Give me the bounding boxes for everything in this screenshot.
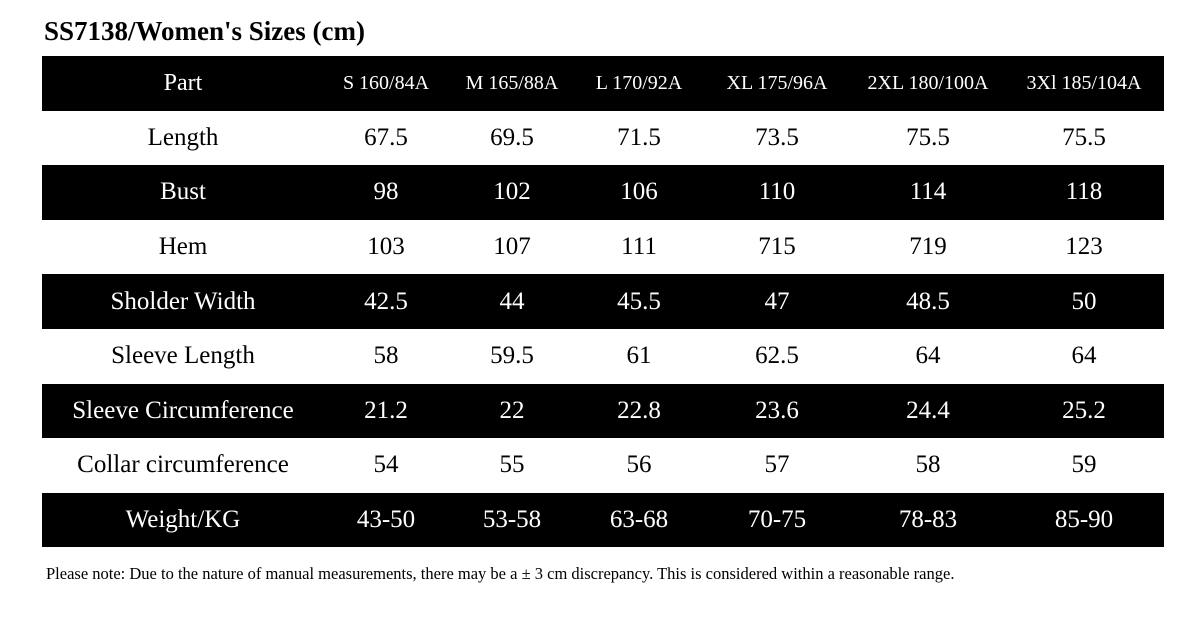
table-cell: 73.5 [702, 110, 852, 166]
table-cell: 61 [576, 328, 702, 384]
column-header-size: M 165/88A [448, 56, 576, 111]
table-cell: 64 [1004, 328, 1164, 384]
column-header-size: L 170/92A [576, 56, 702, 111]
table-cell: 715 [702, 219, 852, 275]
table-cell: 64 [852, 328, 1004, 384]
table-cell: 123 [1004, 219, 1164, 275]
table-row: Hem 103 107 111 715 719 123 [42, 219, 1164, 275]
table-row: Sholder Width 42.5 44 45.5 47 48.5 50 [42, 274, 1164, 329]
table-cell: 43-50 [324, 492, 448, 548]
table-row: Sleeve Length 58 59.5 61 62.5 64 64 [42, 328, 1164, 384]
table-cell: 58 [324, 328, 448, 384]
table-cell: 63-68 [576, 492, 702, 548]
column-header-size: 3Xl 185/104A [1004, 56, 1164, 111]
table-cell: 107 [448, 219, 576, 275]
table-cell: 22.8 [576, 383, 702, 439]
table-cell: 23.6 [702, 383, 852, 439]
table-row: Sleeve Circumference 21.2 22 22.8 23.6 2… [42, 383, 1164, 439]
table-cell: 21.2 [324, 383, 448, 439]
table-row: Length 67.5 69.5 71.5 73.5 75.5 75.5 [42, 110, 1164, 166]
table-cell: 103 [324, 219, 448, 275]
table-cell: 114 [852, 165, 1004, 220]
table-cell: 24.4 [852, 383, 1004, 439]
header-row: Part S 160/84A M 165/88A L 170/92A XL 17… [42, 56, 1164, 111]
table-cell: 75.5 [852, 110, 1004, 166]
table-cell: 70-75 [702, 492, 852, 548]
table-row: Collar circumference 54 55 56 57 58 59 [42, 438, 1164, 493]
table-cell: 58 [852, 438, 1004, 493]
row-label: Sleeve Length [42, 328, 324, 384]
table-cell: 48.5 [852, 274, 1004, 329]
column-header-size: 2XL 180/100A [852, 56, 1004, 111]
table-cell: 67.5 [324, 110, 448, 166]
table-cell: 54 [324, 438, 448, 493]
table-cell: 57 [702, 438, 852, 493]
column-header-size: XL 175/96A [702, 56, 852, 111]
table-cell: 22 [448, 383, 576, 439]
measurement-note: Please note: Due to the nature of manual… [46, 564, 955, 583]
table-cell: 111 [576, 219, 702, 275]
table-cell: 25.2 [1004, 383, 1164, 439]
row-label: Weight/KG [42, 492, 324, 548]
table-cell: 50 [1004, 274, 1164, 329]
table-cell: 62.5 [702, 328, 852, 384]
table-cell: 59.5 [448, 328, 576, 384]
size-chart-table: Part S 160/84A M 165/88A L 170/92A XL 17… [42, 56, 1164, 548]
table-cell: 102 [448, 165, 576, 220]
table-cell: 59 [1004, 438, 1164, 493]
table-cell: 75.5 [1004, 110, 1164, 166]
table-cell: 55 [448, 438, 576, 493]
table-cell: 44 [448, 274, 576, 329]
table-cell: 53-58 [448, 492, 576, 548]
row-label: Bust [42, 165, 324, 220]
row-label: Length [42, 110, 324, 166]
table-cell: 719 [852, 219, 1004, 275]
table-cell: 98 [324, 165, 448, 220]
row-label: Hem [42, 219, 324, 275]
table-cell: 110 [702, 165, 852, 220]
table-cell: 71.5 [576, 110, 702, 166]
table-cell: 42.5 [324, 274, 448, 329]
table-cell: 78-83 [852, 492, 1004, 548]
table-cell: 56 [576, 438, 702, 493]
table-cell: 45.5 [576, 274, 702, 329]
table-cell: 118 [1004, 165, 1164, 220]
table-row: Weight/KG 43-50 53-58 63-68 70-75 78-83 … [42, 492, 1164, 548]
page-title: SS7138/Women's Sizes (cm) [44, 16, 365, 46]
table-row: Bust 98 102 106 110 114 118 [42, 165, 1164, 220]
table-cell: 69.5 [448, 110, 576, 166]
row-label: Sleeve Circumference [42, 383, 324, 439]
column-header-part: Part [42, 56, 324, 111]
column-header-size: S 160/84A [324, 56, 448, 111]
table-cell: 106 [576, 165, 702, 220]
row-label: Collar circumference [42, 438, 324, 493]
row-label: Sholder Width [42, 274, 324, 329]
table-cell: 85-90 [1004, 492, 1164, 548]
table-cell: 47 [702, 274, 852, 329]
